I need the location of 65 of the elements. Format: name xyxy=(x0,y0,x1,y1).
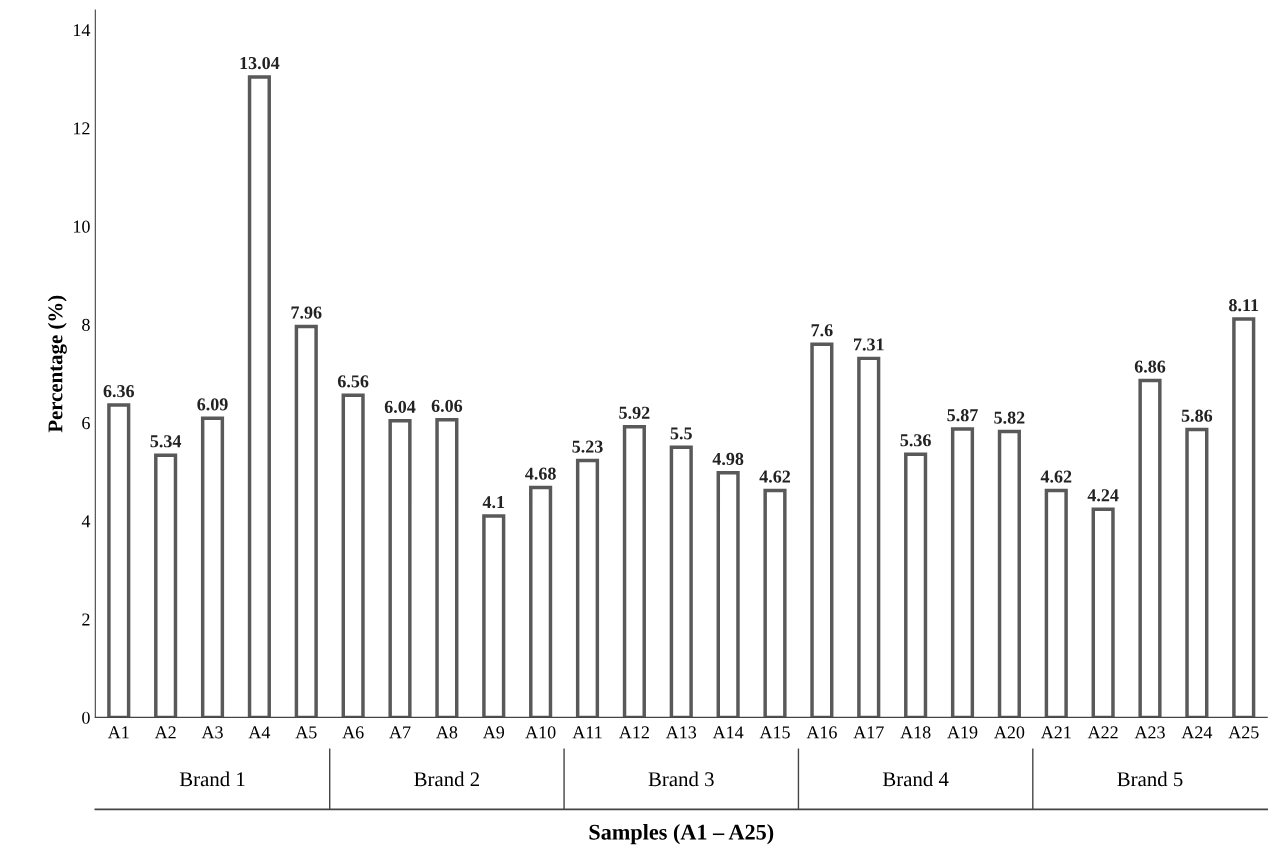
x-tick-label: A12 xyxy=(619,726,649,739)
x-tick-label: A21 xyxy=(1040,726,1071,739)
data-label: 5.36 xyxy=(900,434,931,447)
x-axis-title: Samples (A1 – A25) xyxy=(589,824,774,845)
data-label: 13.04 xyxy=(240,56,280,70)
x-tick-label: A19 xyxy=(947,726,978,739)
data-label: 4.62 xyxy=(1040,470,1072,483)
x-tick-label: A18 xyxy=(900,726,931,739)
x-tick-label: A7 xyxy=(389,726,411,739)
x-tick-label: A15 xyxy=(759,726,790,739)
data-label: 5.92 xyxy=(619,406,650,419)
x-tick-label: A11 xyxy=(572,726,602,739)
y-tick-label: 2 xyxy=(82,613,90,626)
data-label: 5.23 xyxy=(572,440,603,453)
y-axis-title: Percentage (%) xyxy=(47,295,67,433)
data-label: 6.04 xyxy=(384,400,416,413)
data-label: 6.06 xyxy=(431,399,463,413)
x-tick-label: A23 xyxy=(1134,726,1165,739)
data-label: 6.86 xyxy=(1134,360,1166,373)
x-tick-label: A5 xyxy=(295,726,317,739)
y-tick-label: 6 xyxy=(82,417,90,430)
y-tick-label: 8 xyxy=(82,318,90,331)
x-tick-label: A16 xyxy=(806,726,837,739)
data-label: 8.11 xyxy=(1229,299,1259,312)
data-label: 6.36 xyxy=(103,385,135,398)
text: Brand 1 xyxy=(179,771,245,787)
y-tick-label: 14 xyxy=(74,24,91,37)
x-tick-label: A25 xyxy=(1228,726,1259,739)
y-tick-label: 10 xyxy=(74,220,90,233)
data-label: 5.82 xyxy=(994,411,1025,424)
x-tick-label: A24 xyxy=(1181,726,1213,739)
data-label: 5.34 xyxy=(150,435,182,448)
text: Brand 4 xyxy=(882,771,949,787)
data-label: 4.1 xyxy=(482,496,505,509)
x-tick-label: A10 xyxy=(525,726,556,739)
x-tick-label: A2 xyxy=(154,726,176,739)
data-label: 7.96 xyxy=(291,306,322,319)
data-label: 6.56 xyxy=(337,375,369,388)
data-label: 6.09 xyxy=(197,398,228,411)
data-label: 5.5 xyxy=(670,427,692,440)
x-tick-label: A22 xyxy=(1087,726,1118,739)
data-label: 4.62 xyxy=(759,470,791,483)
x-tick-label: A14 xyxy=(712,726,744,739)
x-tick-label: A20 xyxy=(994,726,1025,739)
x-tick-label: A6 xyxy=(342,726,364,739)
y-tick-label: 0 xyxy=(82,711,90,724)
y-tick-label: 4 xyxy=(81,515,91,528)
data-label: 7.31 xyxy=(853,338,884,351)
text: Brand 5 xyxy=(1117,771,1183,787)
data-label: 5.86 xyxy=(1181,409,1213,422)
data-label: 4.24 xyxy=(1087,489,1119,502)
x-tick-label: A1 xyxy=(107,726,129,739)
x-tick-label: A9 xyxy=(482,726,505,739)
x-tick-label: A4 xyxy=(248,726,271,739)
data-label: 5.87 xyxy=(947,409,978,422)
y-tick-label: 12 xyxy=(74,122,90,135)
x-tick-label: A17 xyxy=(853,726,884,739)
data-label: 4.68 xyxy=(525,467,556,480)
data-label: 4.98 xyxy=(712,452,744,466)
x-tick-label: A8 xyxy=(436,726,458,739)
text: Brand 3 xyxy=(648,771,714,787)
data-label: 7.6 xyxy=(811,324,833,337)
text: Brand 2 xyxy=(414,771,479,787)
x-tick-label: A13 xyxy=(665,726,697,739)
x-tick-label: A3 xyxy=(201,726,223,739)
